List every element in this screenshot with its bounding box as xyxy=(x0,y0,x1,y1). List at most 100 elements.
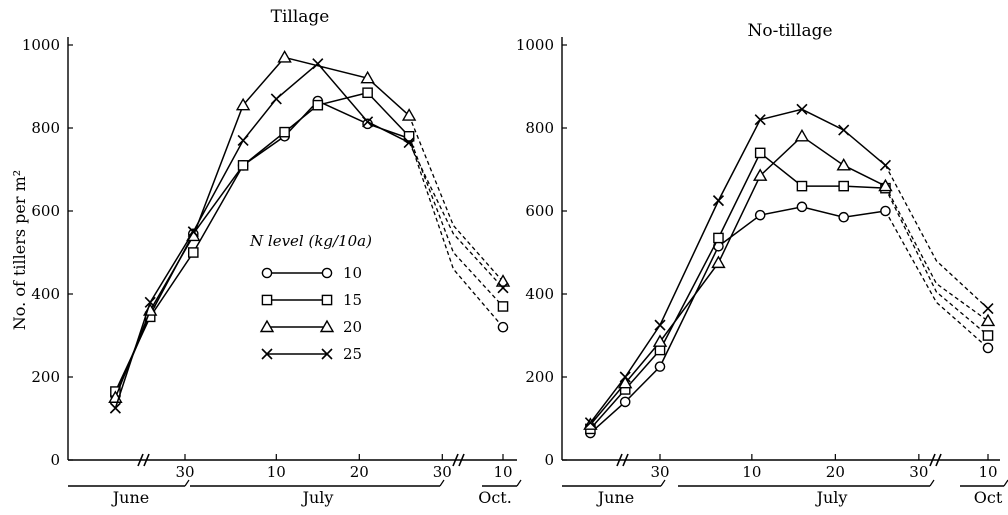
data-point xyxy=(239,161,248,170)
month-label: July xyxy=(815,488,848,507)
data-point xyxy=(839,125,849,135)
panel-tillage: Tillage 0 200 400 600 800 1000 30 10 20 30 10 June Ju… xyxy=(22,7,521,507)
data-point xyxy=(271,94,281,104)
data-point xyxy=(714,233,723,242)
data-point xyxy=(189,248,198,257)
data-point xyxy=(655,362,664,371)
y-axis-label: No. of tillers per m² xyxy=(10,170,29,330)
data-point xyxy=(712,257,724,268)
series-line xyxy=(590,136,885,424)
series-dashed-line xyxy=(885,188,988,335)
x-tick-label: 10 xyxy=(267,463,286,481)
month-label: June xyxy=(596,488,635,507)
series-dashed-line xyxy=(409,138,503,327)
data-point xyxy=(756,211,765,220)
data-point xyxy=(839,182,848,191)
legend-item-15: 15 xyxy=(262,291,362,309)
y-tick-label: 200 xyxy=(525,368,554,386)
legend-marker-right xyxy=(322,268,331,277)
month-label: Oct. xyxy=(478,488,512,507)
series-line xyxy=(115,57,409,397)
data-point-oct xyxy=(983,304,993,314)
series-dashed-line xyxy=(885,211,988,348)
y-tick-label: 0 xyxy=(50,451,60,469)
month-bracket xyxy=(68,480,189,486)
data-point xyxy=(363,88,372,97)
series-25 xyxy=(585,104,993,427)
x-tick-label: 30 xyxy=(175,463,194,481)
y-tick-label: 1000 xyxy=(22,36,60,54)
legend-title: N level (kg/10a) xyxy=(249,232,372,250)
series-10 xyxy=(586,202,993,437)
data-point xyxy=(756,148,765,157)
data-point xyxy=(713,196,723,206)
series-dashed-line xyxy=(885,165,988,308)
legend: N level (kg/10a) 10 15 20 25 xyxy=(249,232,372,363)
data-point xyxy=(313,59,323,69)
x-tick-label: 30 xyxy=(650,463,669,481)
data-point xyxy=(238,135,248,145)
data-point xyxy=(797,202,806,211)
series-15 xyxy=(586,148,993,433)
y-tick-label: 600 xyxy=(525,202,554,220)
data-point xyxy=(621,397,630,406)
x-tick-label: 30 xyxy=(909,463,928,481)
data-point-oct xyxy=(983,343,992,352)
series-dashed-line xyxy=(409,136,503,306)
x-tick-label: 10 xyxy=(493,463,512,481)
series-line xyxy=(590,109,885,422)
chart-title: No-tillage xyxy=(747,21,832,41)
legend-marker-left xyxy=(262,268,271,277)
month-label: June xyxy=(111,488,150,507)
month-bracket xyxy=(678,480,934,486)
data-point xyxy=(797,104,807,114)
series-line xyxy=(590,153,885,429)
x-tick-label: 20 xyxy=(350,463,369,481)
data-point xyxy=(839,213,848,222)
data-point xyxy=(880,160,890,170)
y-tick-label: 800 xyxy=(525,119,554,137)
x-tick-label: 10 xyxy=(742,463,761,481)
data-point-oct xyxy=(498,302,507,311)
x-tick-label: 30 xyxy=(433,463,452,481)
legend-label: 20 xyxy=(343,318,362,336)
data-point xyxy=(279,51,291,62)
y-tick-label: 0 xyxy=(544,451,554,469)
data-point-oct xyxy=(983,331,992,340)
chart-title: Tillage xyxy=(271,7,330,27)
data-point xyxy=(655,320,665,330)
panel-no-tillage: No-tillage 0 200 400 600 800 1000 30 10 20 30 10 Jun… xyxy=(516,21,1008,507)
data-point xyxy=(280,128,289,137)
month-bracket xyxy=(190,480,444,486)
y-tick-label: 800 xyxy=(31,119,60,137)
legend-marker-right xyxy=(322,295,331,304)
legend-label: 25 xyxy=(343,345,362,363)
data-point xyxy=(313,101,322,110)
legend-item-20: 20 xyxy=(261,318,362,336)
legend-label: 15 xyxy=(343,291,362,309)
y-tick-label: 400 xyxy=(31,285,60,303)
data-point xyxy=(838,159,850,170)
legend-item-25: 25 xyxy=(262,345,362,363)
series-dashed-line xyxy=(409,116,503,282)
legend-marker-left xyxy=(262,295,271,304)
month-label: Oct xyxy=(974,488,1003,507)
data-point-oct xyxy=(982,315,994,326)
legend-label: 10 xyxy=(343,264,362,282)
series-line xyxy=(590,207,885,433)
y-tick-label: 1000 xyxy=(516,36,554,54)
x-tick-label: 10 xyxy=(978,463,997,481)
x-tick-label: 20 xyxy=(826,463,845,481)
data-point xyxy=(110,403,120,413)
data-point xyxy=(881,206,890,215)
series-dashed-line xyxy=(409,143,503,288)
series-dashed-line xyxy=(885,186,988,321)
data-point xyxy=(796,130,808,141)
y-tick-label: 600 xyxy=(31,202,60,220)
month-label: July xyxy=(301,488,334,507)
legend-item-10: 10 xyxy=(262,264,362,282)
data-point xyxy=(797,182,806,191)
y-tick-label: 400 xyxy=(525,285,554,303)
